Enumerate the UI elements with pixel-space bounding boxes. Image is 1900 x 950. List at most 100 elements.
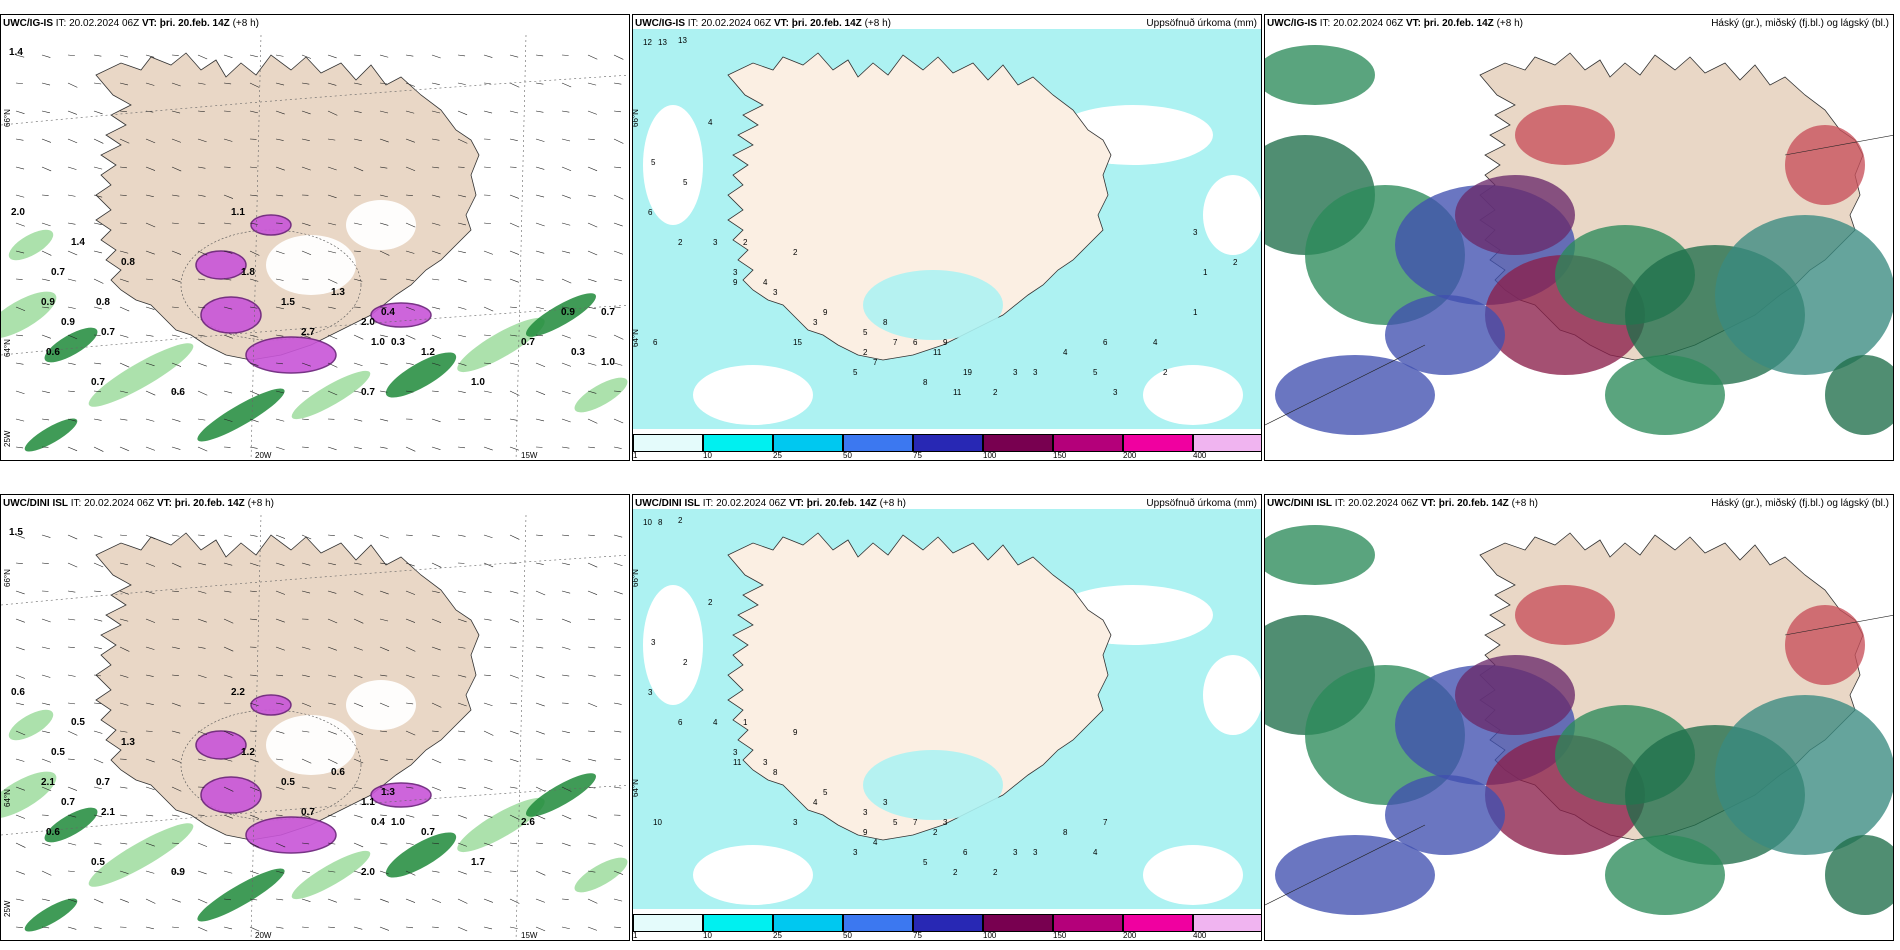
wind-barb (249, 674, 257, 676)
panel-header: UWC/IG-IS IT: 20.02.2024 06Z VT: þri. 20… (1267, 18, 1523, 29)
wind-barb (15, 222, 25, 227)
wind-barb (275, 166, 285, 171)
wind-barb (145, 898, 156, 904)
wind-barb (41, 786, 52, 792)
wind-barb (457, 194, 466, 198)
wind-barb (15, 362, 24, 365)
wind-barb (457, 110, 468, 116)
wind-barb (431, 222, 441, 226)
precip-value-label: 2 (708, 598, 713, 607)
wind-barb (119, 390, 128, 394)
wind-barb (405, 674, 415, 679)
wind-barb (431, 842, 440, 845)
wind-barb (41, 82, 51, 86)
precip-value-label: 6 (913, 338, 918, 347)
precip-value-label: 4 (1153, 338, 1158, 347)
wind-barb (67, 674, 76, 677)
wind-barb (457, 418, 465, 420)
wind-barb (535, 562, 544, 565)
wind-barb (327, 702, 336, 705)
wind-barb (327, 250, 337, 254)
wind-barb (223, 786, 234, 792)
wind-barb (483, 278, 492, 281)
wind-barb (67, 54, 75, 57)
precip-value-label: 9 (943, 338, 948, 347)
wind-barb (249, 534, 258, 537)
precip-value-label: 7 (893, 338, 898, 347)
wind-barb (535, 730, 545, 735)
colorbar-segment (983, 914, 1053, 932)
panel-header: UWC/DINI ISL IT: 20.02.2024 06Z VT: þri.… (635, 498, 906, 509)
wind-barb (353, 194, 361, 196)
wind-barb (379, 618, 389, 622)
wind-barb (93, 222, 102, 225)
wind-barb (301, 110, 311, 115)
wind-barb (119, 446, 130, 452)
wind-barb (353, 842, 364, 848)
wind-barb (223, 110, 231, 112)
wind-barb (405, 138, 415, 143)
wind-barb (275, 418, 285, 422)
wind-barb (41, 222, 51, 227)
lat-label-66: 66°N (3, 569, 12, 587)
precip-value-label: 3 (648, 688, 653, 697)
wind-barb (249, 222, 258, 225)
map-content (1265, 525, 1893, 915)
wind-barb (145, 814, 154, 817)
wind-barb (457, 730, 466, 733)
wind-barb (171, 222, 179, 224)
wind-barb (483, 250, 493, 255)
wind-barb (353, 166, 364, 172)
precip-value-label: 8 (773, 768, 778, 777)
colorbar-tick-label: 200 (1123, 931, 1137, 940)
wind-barb (15, 898, 24, 901)
wind-barb (223, 362, 232, 365)
wind-barb (431, 418, 441, 423)
wind-barb (535, 646, 544, 649)
wind-barb (93, 758, 104, 764)
wind-barb (483, 590, 492, 593)
wind-barb (93, 674, 102, 677)
wind-barb (41, 110, 50, 114)
wind-barb (41, 758, 51, 763)
wind-barb (483, 814, 493, 818)
precip-value-label: 3 (943, 818, 948, 827)
wind-barb (249, 926, 260, 932)
colorbar-segment (1123, 914, 1193, 932)
wind-barb (145, 54, 155, 58)
wind-barb (353, 702, 364, 707)
wind-barb (353, 418, 363, 422)
snow-area (346, 680, 416, 730)
wind-barb (379, 674, 388, 677)
wind-barb (145, 222, 156, 228)
value-label: 0.7 (521, 337, 535, 348)
snow-precip-cell (195, 250, 247, 280)
wind-barb (119, 166, 127, 169)
precip-value-label: 3 (1013, 848, 1018, 857)
graticule (1784, 135, 1893, 156)
wind-barb (483, 446, 493, 451)
precip-blob (88, 343, 194, 407)
wind-barb (587, 842, 596, 845)
wind-barb (15, 82, 23, 85)
wind-barb (535, 390, 546, 395)
wind-barb (327, 446, 337, 451)
wind-barb (93, 54, 102, 57)
precip-value-label: 11 (733, 758, 742, 767)
wind-barb (587, 166, 598, 172)
wind-barb (301, 646, 311, 650)
precip-value-label: 3 (813, 318, 818, 327)
wind-barb (275, 278, 284, 281)
wind-barb (145, 646, 155, 650)
wind-barb (405, 646, 416, 652)
wind-barb (171, 362, 182, 367)
panel-field-title: Háský (gr.), miðský (fj.bl.) og lágský (… (1711, 498, 1889, 509)
graticule (1784, 615, 1893, 636)
wind-barb (171, 590, 179, 593)
wind-barb (587, 814, 597, 819)
wind-barb (93, 250, 103, 254)
wind-barb (379, 590, 389, 595)
